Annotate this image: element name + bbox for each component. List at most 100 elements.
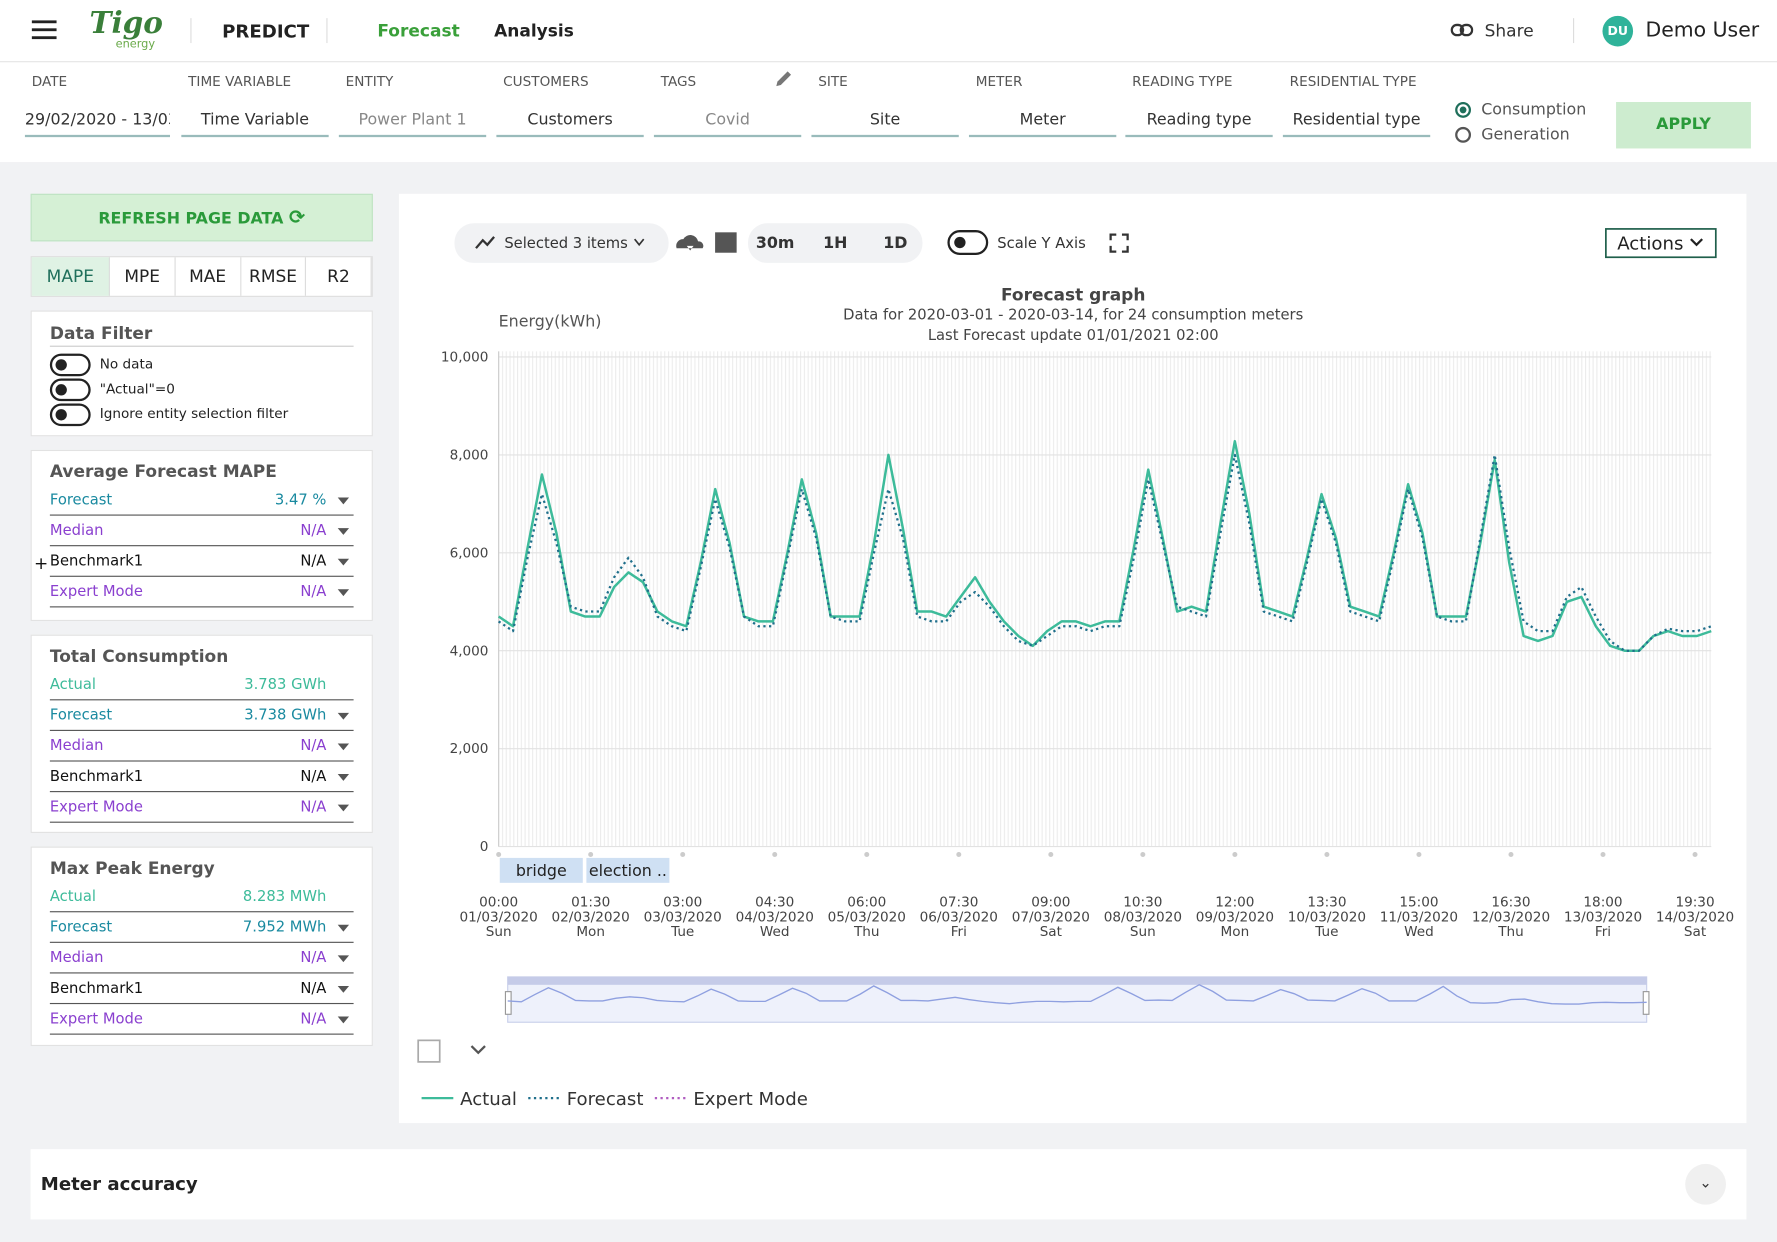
toggle-knob [954,236,966,249]
filter-value[interactable]: Reading type [1125,108,1273,138]
stat-menu[interactable] [337,954,350,962]
x-tick-label: 11/03/2020 [1380,909,1458,925]
stat-row: Median N/A [49,944,354,974]
apply-button[interactable]: APPLY [1616,101,1751,149]
stat-name: Actual [49,676,97,694]
image-icon[interactable] [715,232,737,253]
stat-menu[interactable] [337,773,350,781]
x-tick-label: 00:00 [479,895,518,911]
filter-value[interactable]: Power Plant 1 [338,108,487,138]
x-tick-mark [1416,852,1422,857]
share[interactable]: Share [1484,20,1534,41]
stat-name: Benchmark1 [49,980,144,998]
navigator-line [507,983,1647,1005]
stat-menu[interactable] [337,496,350,504]
plus-icon[interactable]: + [33,553,49,574]
toggle-row[interactable]: No data [49,351,354,376]
scale-toggle[interactable] [947,230,989,255]
x-tick-label: 13:30 [1307,895,1346,911]
stat-value: 7.952 MWh [242,919,327,937]
stat-name: Expert Mode [49,798,143,816]
stat-menu[interactable] [337,1015,350,1023]
toggle[interactable] [49,377,91,401]
filter-value[interactable]: Customers [496,108,644,138]
filter-value[interactable]: 29/02/2020 - 13/03/ [24,108,170,138]
filter-value[interactable]: Residential type [1282,108,1431,138]
metric-tab[interactable]: R2 [306,257,372,296]
avatar[interactable]: DU [1602,15,1634,47]
filter-value[interactable]: Meter [968,108,1117,138]
x-tick-label: 09/03/2020 [1196,909,1274,925]
stat-row: Benchmark1 N/A [49,975,354,1005]
navigator-handle[interactable] [504,991,512,1015]
metric-tab[interactable]: RMSE [241,257,307,296]
toggle[interactable] [49,353,91,376]
filter-label: DATE [31,73,68,90]
x-tick-label: Sat [1684,924,1706,940]
refresh-button[interactable]: REFRESH PAGE DATA ⟳ [30,193,373,242]
fullscreen-icon[interactable] [1109,233,1129,253]
stat-menu[interactable] [337,712,350,720]
stat-value-wrap: N/A [300,553,353,570]
radio[interactable] [1455,126,1472,143]
stat-menu[interactable] [337,985,350,993]
stats-panel: Total Consumption Actual 3.783 GWh Forecast… [30,634,373,833]
x-tick-mark [496,852,502,857]
legend-label[interactable]: Actual [460,1089,517,1110]
radio-label[interactable]: Consumption [1481,100,1587,119]
edit-icon[interactable] [774,68,794,88]
filter-value[interactable]: Covid [653,108,802,138]
legend-label[interactable]: Expert Mode [693,1089,808,1110]
top-bar: Tigo energy PREDICT Forecast Analysis Sh… [0,0,1777,63]
metric-tab[interactable]: MAE [175,257,241,296]
x-tick-label: Fri [951,924,967,940]
menu-icon[interactable] [31,19,57,40]
stat-menu[interactable] [337,588,350,596]
refresh-label: REFRESH PAGE DATA [98,209,284,228]
stat-value-wrap: N/A [300,980,353,997]
metric-tab[interactable]: MAPE [31,257,111,296]
x-tick-label: 09:00 [1031,895,1070,911]
stat-menu[interactable] [337,527,350,535]
toggle-row[interactable]: Ignore entity selection filter [49,401,354,426]
legend-label[interactable]: Forecast [567,1089,644,1110]
stat-name: Benchmark1 [49,768,144,786]
stat-menu[interactable] [337,742,350,750]
x-tick-label: Thu [853,924,880,940]
radio-label[interactable]: Generation [1481,125,1570,144]
expand-button[interactable]: ⌄ [1685,1163,1727,1205]
toggle[interactable] [49,402,91,426]
stat-menu[interactable] [337,558,350,565]
filter-label: CUSTOMERS [503,73,589,90]
stat-row: Expert Mode N/A [49,1005,354,1035]
series-selector[interactable] [454,223,669,263]
download-icon[interactable] [676,235,704,251]
open-icon[interactable] [417,1039,441,1063]
metric-tab[interactable]: MPE [110,257,176,296]
link-icon [1450,23,1474,37]
stat-row: Benchmark1 + N/A [33,547,354,577]
chevron[interactable] [470,1045,486,1055]
x-tick-mark [772,852,778,857]
stat-menu[interactable] [337,924,350,931]
stat-name: Benchmark1 + [33,553,144,574]
tab[interactable]: Forecast [377,20,460,41]
resolution[interactable]: 1D [883,233,907,252]
user-name[interactable]: Demo User [1645,18,1760,42]
resolution[interactable]: 30m [756,233,795,252]
filter-value[interactable]: Site [811,108,959,138]
stat-menu[interactable] [337,804,350,811]
toggle-row[interactable]: "Actual"=0 [49,376,354,401]
tab[interactable]: Analysis [494,20,574,41]
navigator-scrollbar[interactable] [507,976,1647,985]
filter-bar: Consumption Generation APPLY DATE 29/02/2… [0,62,1777,163]
stat-value: N/A [300,553,327,571]
radio-checked[interactable] [1455,101,1472,118]
stat-value: N/A [300,768,327,786]
filter-value[interactable]: Time Variable [181,108,329,138]
resolution[interactable]: 1H [823,233,847,252]
stat-row: Median N/A [49,732,354,762]
meter-accuracy[interactable]: Meter accuracy ⌄ [30,1149,1747,1220]
chart-subtitle: Data for 2020-03-01 - 2020-03-14, for 24… [843,307,1303,324]
metric-tabs: MAPE MPE MAE RMSE R2 [30,256,373,297]
